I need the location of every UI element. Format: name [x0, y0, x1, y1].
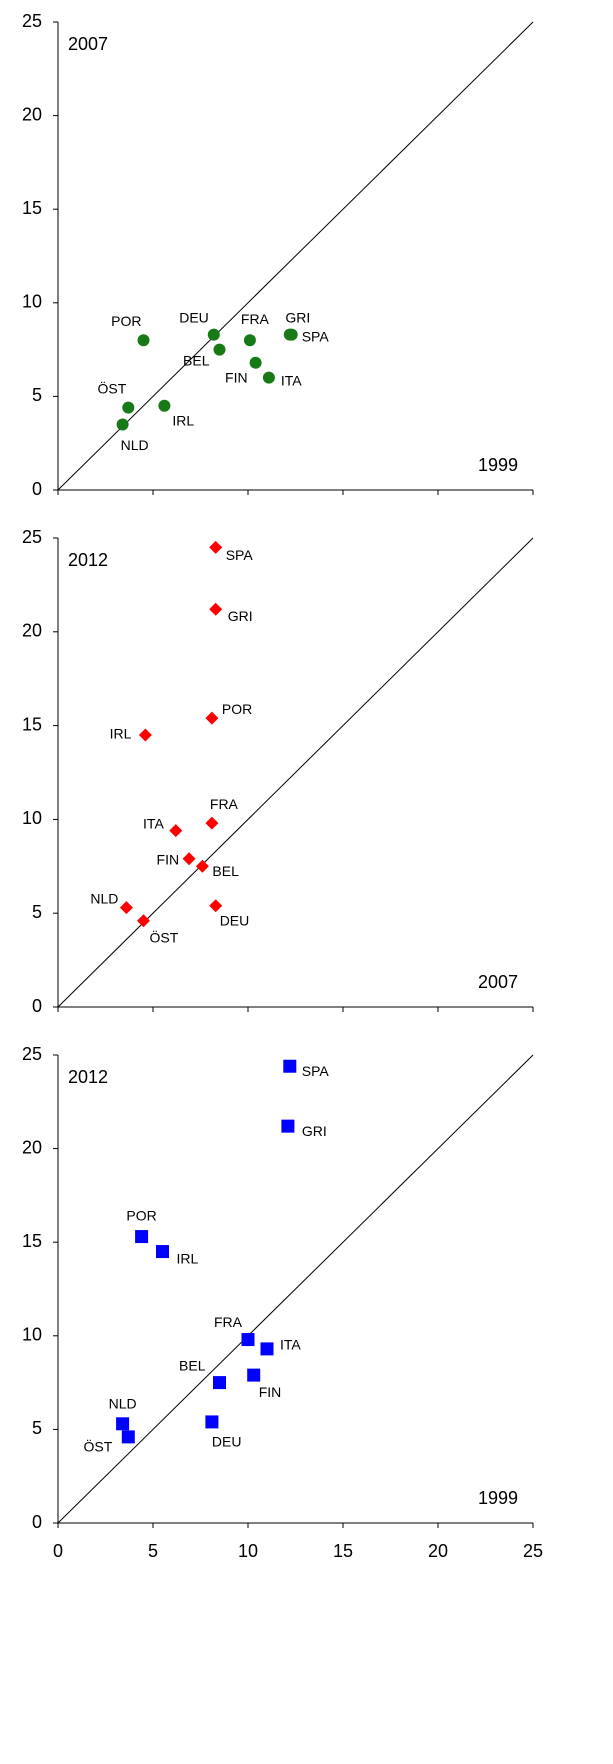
point-label: ITA [281, 372, 302, 388]
point [283, 1059, 297, 1073]
y-tick-label: 20 [22, 621, 42, 641]
point-label: FIN [225, 369, 248, 385]
point-label: POR [111, 313, 141, 329]
point-label: BEL [212, 863, 239, 879]
point [209, 899, 223, 913]
point [247, 1368, 261, 1382]
point-label: FRA [214, 1314, 243, 1330]
point-label: GRI [228, 608, 253, 624]
x-tick-label: 15 [333, 1541, 353, 1561]
x-year-label: 1999 [478, 455, 518, 475]
point-label: POR [222, 701, 252, 717]
point [158, 399, 171, 412]
point-label: DEU [212, 1434, 242, 1450]
point [121, 1430, 135, 1444]
point-label: IRL [110, 726, 132, 742]
y-tick-label: 20 [22, 1137, 42, 1157]
point [205, 816, 219, 830]
diagonal [57, 537, 534, 1008]
x-tick-label: 0 [53, 1541, 63, 1561]
x-tick-label: 25 [523, 1541, 543, 1561]
point [243, 334, 256, 347]
point-label: DEU [179, 309, 209, 325]
point [135, 1230, 149, 1244]
point [213, 1376, 226, 1390]
point-label: FRA [241, 311, 270, 327]
y-tick-label: 10 [22, 808, 42, 828]
point-label: BEL [183, 352, 210, 368]
point-label: NLD [90, 890, 118, 906]
point [119, 901, 133, 915]
y-tick-label: 25 [22, 11, 42, 31]
point [137, 914, 150, 928]
y-tick-label: 15 [22, 714, 42, 734]
y-tick-label: 25 [22, 1044, 42, 1064]
point [156, 1245, 169, 1259]
point-label: ITA [280, 1337, 301, 1353]
y-tick-label: 5 [32, 902, 42, 922]
point-label: NLD [121, 437, 149, 453]
point [182, 852, 196, 866]
point [262, 371, 275, 384]
point-label: SPA [302, 328, 330, 344]
y-year-label: 2007 [68, 34, 108, 54]
y-tick-label: 20 [22, 104, 42, 124]
x-year-label: 2007 [478, 972, 518, 992]
point [283, 328, 296, 341]
point-label: FIN [157, 851, 180, 867]
x-tick-label: 5 [148, 1541, 158, 1561]
point [195, 859, 209, 873]
y-tick-label: 0 [32, 996, 42, 1016]
diagonal [57, 21, 534, 491]
point [209, 540, 223, 554]
point [281, 1119, 295, 1133]
point [249, 356, 262, 369]
y-tick-label: 25 [22, 527, 42, 547]
point [205, 1415, 219, 1429]
point-label: POR [126, 1207, 156, 1223]
point [241, 1333, 255, 1347]
diagonal [57, 1054, 534, 1524]
point-label: BEL [179, 1357, 206, 1373]
point [122, 401, 135, 414]
y-tick-label: 15 [22, 198, 42, 218]
point [116, 1417, 130, 1431]
point [116, 418, 129, 431]
point [205, 711, 219, 725]
point-label: GRI [302, 1123, 327, 1139]
point-label: SPA [302, 1063, 330, 1079]
y-tick-label: 5 [32, 1418, 42, 1438]
point-label: ITA [143, 815, 164, 831]
y-tick-label: 0 [32, 1512, 42, 1532]
point-label: NLD [109, 1395, 137, 1411]
point [213, 343, 226, 356]
point-label: ÖST [150, 928, 179, 945]
y-tick-label: 15 [22, 1231, 42, 1251]
x-year-label: 1999 [478, 1488, 518, 1508]
point [137, 334, 150, 347]
x-tick-label: 20 [428, 1541, 448, 1561]
y-year-label: 2012 [68, 1067, 108, 1087]
point-label: ÖST [84, 1438, 113, 1455]
y-year-label: 2012 [68, 550, 108, 570]
y-tick-label: 0 [32, 479, 42, 499]
point-label: FRA [210, 796, 239, 812]
point-label: GRI [285, 309, 310, 325]
y-tick-label: 10 [22, 292, 42, 312]
point [207, 328, 220, 341]
point-label: ÖST [98, 379, 127, 396]
y-tick-label: 10 [22, 1325, 42, 1345]
point-label: SPA [226, 547, 254, 563]
point-label: IRL [172, 412, 194, 428]
point [138, 728, 152, 742]
point [169, 824, 183, 838]
point [209, 602, 223, 616]
point [260, 1342, 274, 1356]
point-label: DEU [220, 912, 250, 928]
point-label: FIN [259, 1384, 282, 1400]
y-tick-label: 5 [32, 385, 42, 405]
point-label: IRL [177, 1250, 199, 1266]
x-tick-label: 10 [238, 1541, 258, 1561]
